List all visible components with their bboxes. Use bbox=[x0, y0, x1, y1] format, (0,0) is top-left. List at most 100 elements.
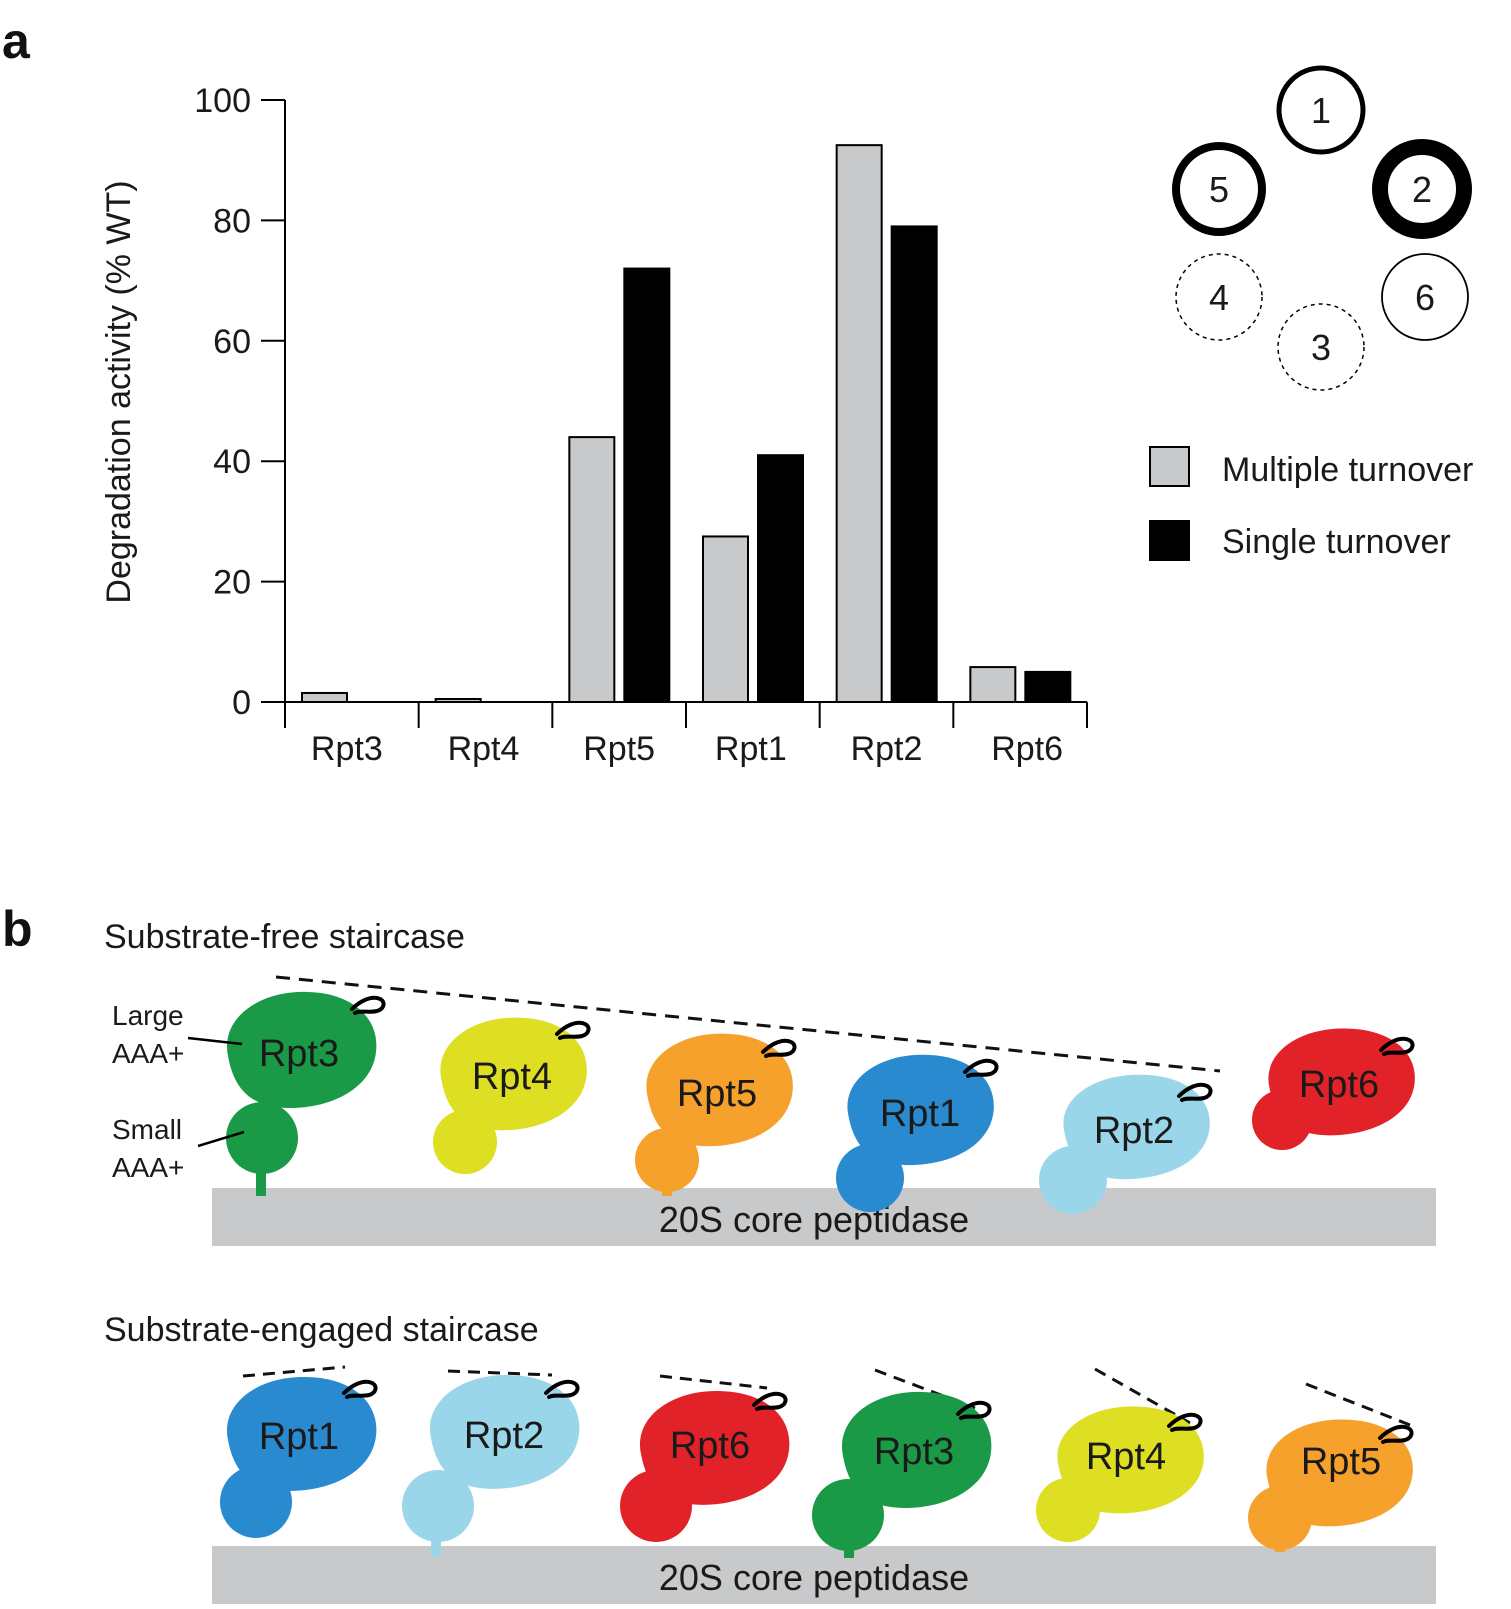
subunit-label: Rpt3 bbox=[874, 1431, 954, 1473]
legend-label-multiple: Multiple turnover bbox=[1222, 451, 1473, 489]
bar-single-rpt1 bbox=[757, 454, 804, 703]
ring-subunit-5 bbox=[1172, 142, 1266, 236]
legend-swatch-multiple bbox=[1149, 446, 1190, 487]
domain-annotations: Large AAA+ Small AAA+ bbox=[112, 1000, 245, 1183]
small-aaa-domain bbox=[226, 1102, 298, 1174]
large-aaa-domain bbox=[226, 1377, 377, 1491]
ring-subunit-3 bbox=[1277, 303, 1365, 391]
bar-chart: Degradation activity (% WT) 0 20 40 60 80 100… bbox=[100, 82, 1088, 768]
pore-loop bbox=[956, 1400, 992, 1420]
subunit-rpt1: Rpt1 bbox=[220, 1377, 378, 1538]
ring-subunit-6 bbox=[1381, 253, 1469, 341]
bars bbox=[301, 144, 1072, 704]
subunit-rpt4: Rpt4 bbox=[1036, 1406, 1204, 1542]
staircase-dash-engaged bbox=[447, 1369, 553, 1377]
x-tick-label: Rpt2 bbox=[851, 730, 923, 768]
pore-loop bbox=[752, 1391, 788, 1411]
core-peptidase-label-engaged: 20S core peptidase bbox=[659, 1557, 969, 1598]
subunit-rpt5: Rpt5 bbox=[1248, 1419, 1414, 1552]
bar-single-rpt5 bbox=[623, 267, 671, 703]
staircase-dash-engaged bbox=[242, 1365, 346, 1378]
staircase-dash-engaged bbox=[659, 1374, 768, 1390]
annotation-large-line2: AAA+ bbox=[112, 1038, 184, 1069]
bar-single-rpt6 bbox=[1024, 670, 1072, 704]
subunit-label: Rpt3 bbox=[259, 1033, 339, 1075]
ring-subunit-label: 4 bbox=[1209, 277, 1229, 318]
large-aaa-domain bbox=[429, 1375, 580, 1489]
pore-loop bbox=[342, 1379, 378, 1399]
y-tick-label: 0 bbox=[232, 684, 251, 722]
x-axis: Rpt3 Rpt4 Rpt5 Rpt1 Rpt2 Rpt6 bbox=[284, 701, 1088, 768]
legend: Multiple turnover Single turnover bbox=[1149, 446, 1473, 561]
core-peptidase-free bbox=[212, 1188, 1436, 1246]
subunit-label: Rpt4 bbox=[1086, 1436, 1166, 1478]
y-axis: 0 20 40 60 80 100 bbox=[194, 82, 286, 722]
annotation-small-line2: AAA+ bbox=[112, 1152, 184, 1183]
annotation-large-line1: Large bbox=[112, 1000, 184, 1031]
bar-single-rpt2 bbox=[890, 225, 938, 703]
annotation-small-pointer bbox=[197, 1130, 245, 1148]
subunit-rpt2: Rpt2 bbox=[1039, 1074, 1213, 1214]
subunit-label: Rpt5 bbox=[1301, 1441, 1381, 1483]
subunit-label: Rpt4 bbox=[472, 1056, 552, 1098]
ring-subunit-label: 6 bbox=[1415, 277, 1435, 318]
ring-subunit-label: 5 bbox=[1209, 169, 1229, 210]
small-aaa-domain bbox=[635, 1128, 699, 1192]
large-aaa-domain bbox=[639, 1391, 790, 1505]
subunit-label: Rpt6 bbox=[670, 1425, 750, 1467]
bar-multiple-rpt2 bbox=[835, 144, 883, 703]
y-tick-label: 40 bbox=[213, 443, 251, 481]
x-tick-label: Rpt5 bbox=[583, 730, 655, 768]
y-axis-label: Degradation activity (% WT) bbox=[100, 180, 138, 603]
panel-b-label: b bbox=[2, 901, 33, 957]
legend-swatch-single bbox=[1149, 520, 1190, 561]
large-aaa-domain bbox=[1057, 1406, 1204, 1514]
y-tick-label: 80 bbox=[213, 202, 251, 240]
subunit-label: Rpt6 bbox=[1299, 1064, 1379, 1106]
staircase-dash-engaged bbox=[1094, 1367, 1191, 1425]
staircase-dash-free bbox=[275, 975, 1221, 1073]
large-aaa-domain bbox=[1063, 1074, 1210, 1180]
subunit-rpt6: Rpt6 bbox=[620, 1391, 790, 1542]
core-peptidase-label-free: 20S core peptidase bbox=[659, 1199, 969, 1240]
x-tick-label: Rpt6 bbox=[991, 730, 1063, 768]
staircase-title-free: Substrate-free staircase bbox=[104, 918, 465, 956]
subunit-rpt3: Rpt3 bbox=[226, 991, 386, 1196]
annotation-small-line1: Small bbox=[112, 1114, 182, 1145]
x-tick-label: Rpt3 bbox=[311, 730, 383, 768]
large-aaa-domain bbox=[440, 1017, 587, 1131]
staircase-dash-engaged bbox=[1305, 1382, 1411, 1427]
subunit-rpt1: Rpt1 bbox=[836, 1054, 999, 1212]
ring-subunit-4 bbox=[1175, 253, 1263, 341]
pore-loop bbox=[963, 1058, 999, 1078]
ring-subunit-label: 1 bbox=[1311, 90, 1331, 131]
large-aaa-domain bbox=[1268, 1028, 1415, 1136]
large-aaa-domain bbox=[226, 991, 377, 1108]
subunit-linker-tail bbox=[431, 1530, 441, 1556]
y-tick-label: 60 bbox=[213, 323, 251, 361]
large-aaa-domain bbox=[841, 1391, 992, 1508]
large-aaa-domain bbox=[847, 1054, 994, 1166]
subunit-label: Rpt5 bbox=[677, 1073, 757, 1115]
pore-loop bbox=[1177, 1082, 1213, 1102]
subunit-rpt6: Rpt6 bbox=[1252, 1028, 1415, 1150]
subunit-rpt5: Rpt5 bbox=[635, 1033, 797, 1196]
subunit-label: Rpt2 bbox=[464, 1415, 544, 1457]
pore-loop bbox=[1378, 1424, 1414, 1444]
legend-label-single: Single turnover bbox=[1222, 523, 1451, 561]
pore-loop bbox=[544, 1379, 580, 1399]
y-tick-label: 20 bbox=[213, 564, 251, 602]
bar-multiple-rpt6 bbox=[969, 666, 1017, 703]
y-tick-label: 100 bbox=[194, 82, 251, 120]
subunit-label: Rpt1 bbox=[880, 1093, 960, 1135]
panel-a-label: a bbox=[2, 13, 31, 69]
ring-subunit-label: 2 bbox=[1412, 169, 1432, 210]
bar-multiple-rpt4 bbox=[434, 697, 482, 703]
subunit-label: Rpt2 bbox=[1094, 1110, 1174, 1152]
subunits-engaged: Rpt1 Rpt2 Rpt6 Rpt3 Rpt4 Rpt5 bbox=[220, 1375, 1414, 1558]
ring-subunit-label: 3 bbox=[1311, 327, 1331, 368]
subunit-rpt2: Rpt2 bbox=[402, 1375, 580, 1556]
staircase-title-engaged: Substrate-engaged staircase bbox=[104, 1311, 539, 1349]
subunit-label: Rpt1 bbox=[259, 1416, 339, 1458]
